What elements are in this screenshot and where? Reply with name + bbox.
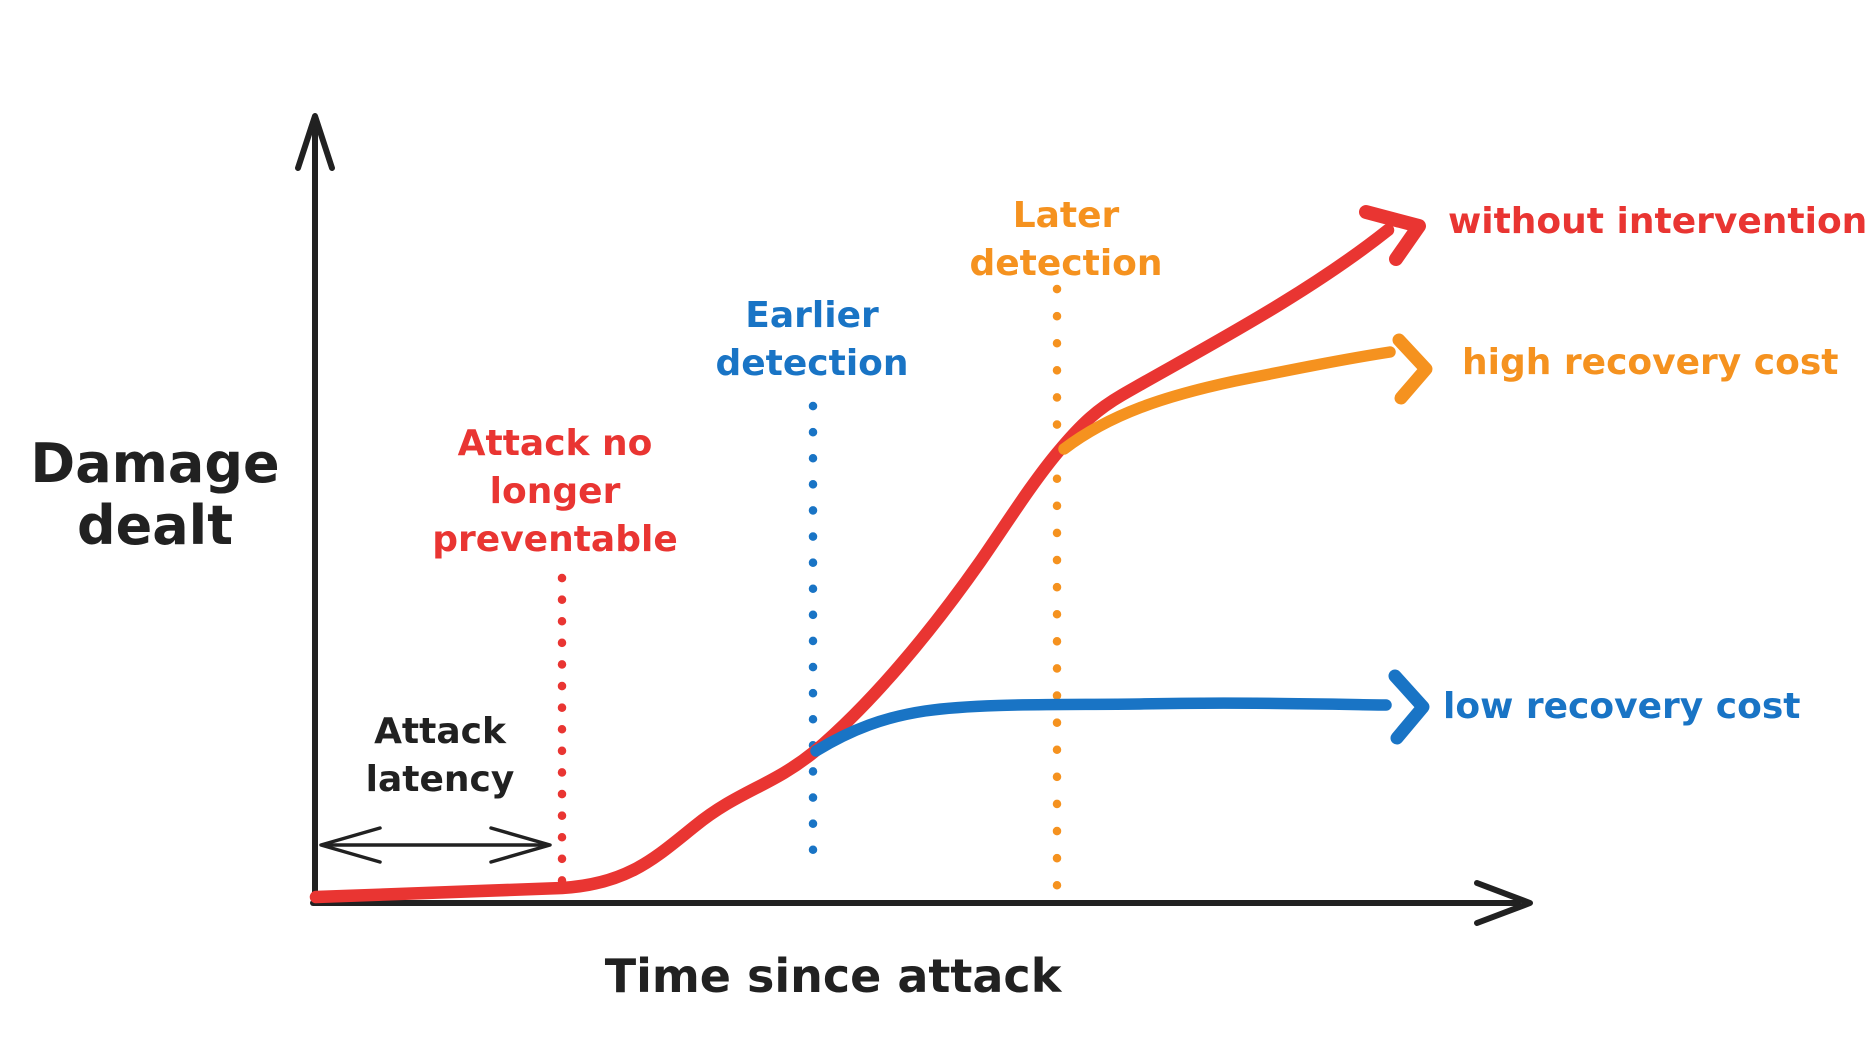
high-recovery-cost-arrowhead-icon bbox=[1392, 333, 1433, 405]
curve-label-without-intervention: without intervention bbox=[1448, 201, 1868, 242]
attack-latency-left-arrowhead-icon bbox=[319, 826, 382, 864]
annotation-later-detection: Later detection bbox=[969, 195, 1163, 284]
low-recovery-cost-arrowhead-icon bbox=[1388, 669, 1430, 745]
curve-label-high-recovery-cost: high recovery cost bbox=[1462, 342, 1839, 383]
x-axis-label: Time since attack bbox=[604, 949, 1062, 1003]
high-recovery-cost-curve bbox=[1058, 346, 1396, 455]
low-recovery-cost-curve bbox=[810, 697, 1392, 757]
annotation-earlier-detection: Earlier detection bbox=[715, 295, 909, 384]
attack-latency-right-arrowhead-icon bbox=[489, 826, 552, 864]
without-intervention-arrowhead-icon bbox=[1359, 205, 1426, 266]
curve-label-low-recovery-cost: low recovery cost bbox=[1443, 686, 1801, 727]
y-axis-arrowhead-icon bbox=[295, 113, 335, 171]
annotation-attack-latency: Attack latency bbox=[365, 711, 515, 800]
without-intervention-curve bbox=[309, 223, 1395, 904]
annotation-attack-no-longer-preventable: Attack no longer preventable bbox=[432, 423, 678, 560]
x-axis-arrowhead-icon bbox=[1474, 880, 1533, 926]
y-axis-label: Damage dealt bbox=[30, 432, 280, 558]
